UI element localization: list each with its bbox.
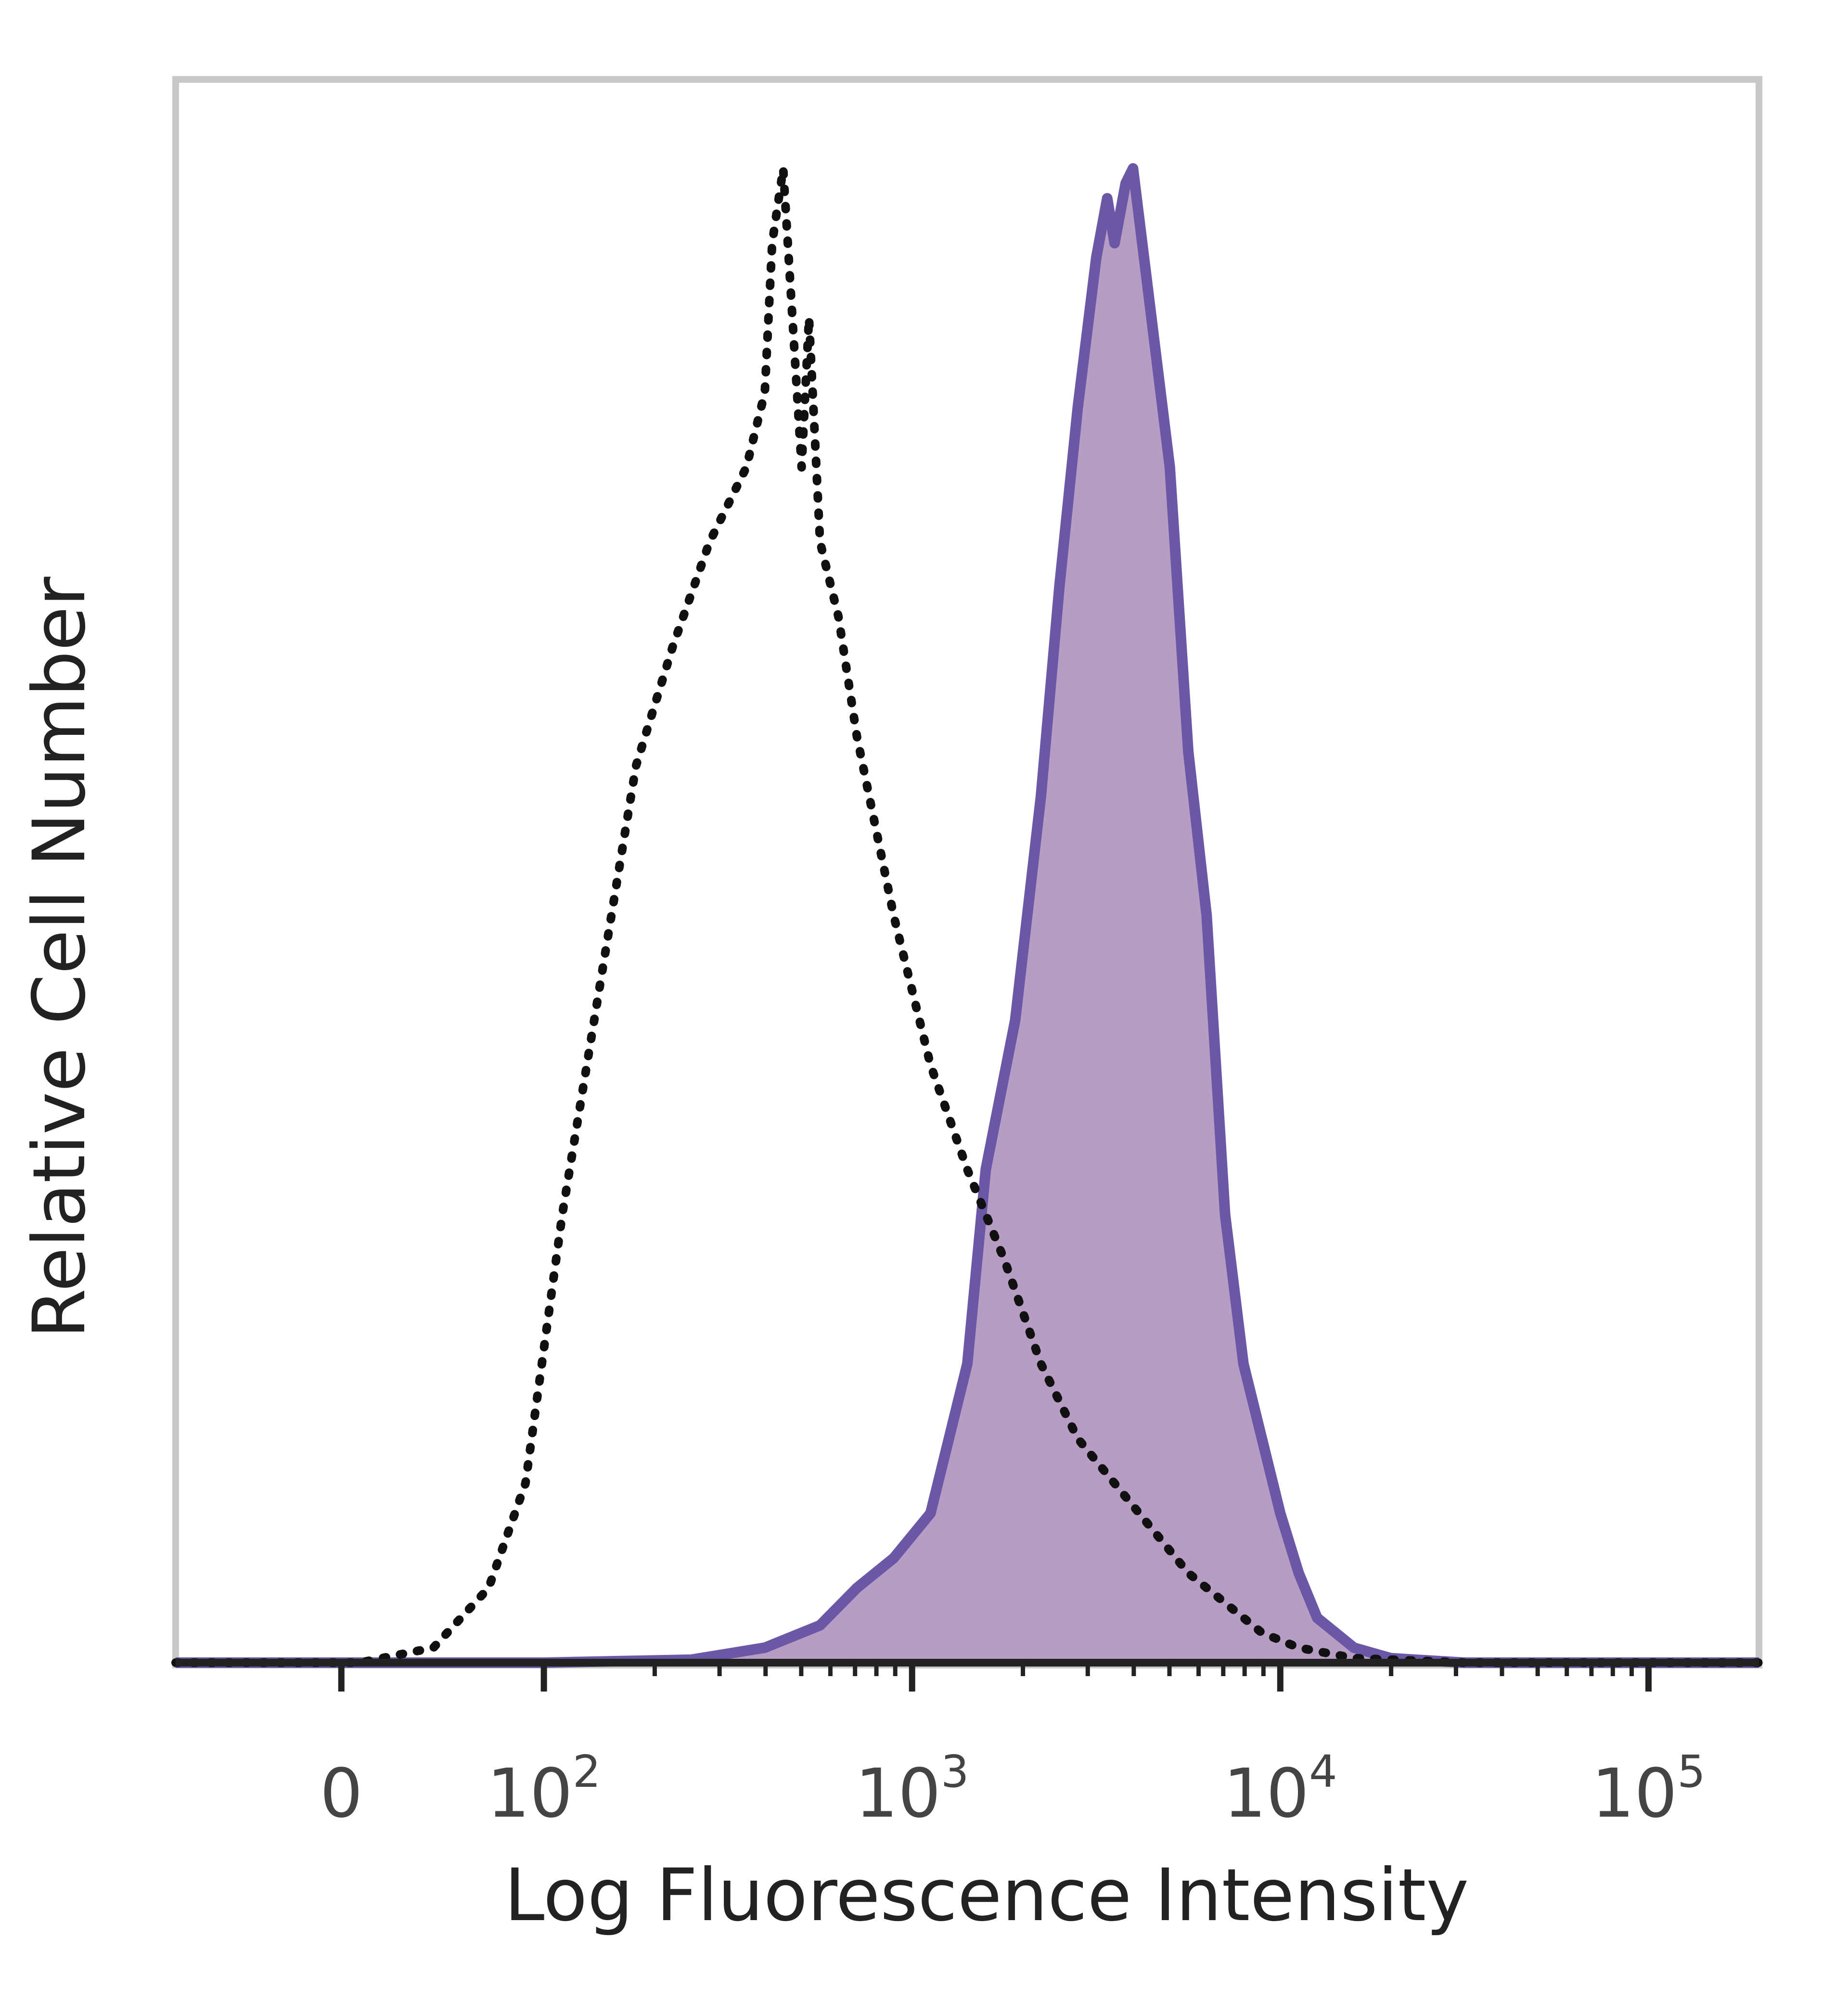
x-tick-label: 102 — [487, 1746, 601, 1833]
y-axis-label: Relative Cell Number — [18, 577, 102, 1339]
control-histogram-line — [171, 164, 1763, 1667]
x-tick-label: 103 — [855, 1746, 969, 1833]
x-tick-label: 104 — [1223, 1746, 1337, 1833]
x-tick-label: 0 — [320, 1755, 363, 1833]
series-layer — [171, 163, 1763, 1668]
x-tick-label: 105 — [1591, 1746, 1706, 1833]
stained-histogram-line — [176, 163, 1759, 1668]
x-axis: 0 102 103 104 105 — [176, 1659, 1759, 1833]
x-axis-label: Log Fluorescence Intensity — [504, 1854, 1469, 1937]
